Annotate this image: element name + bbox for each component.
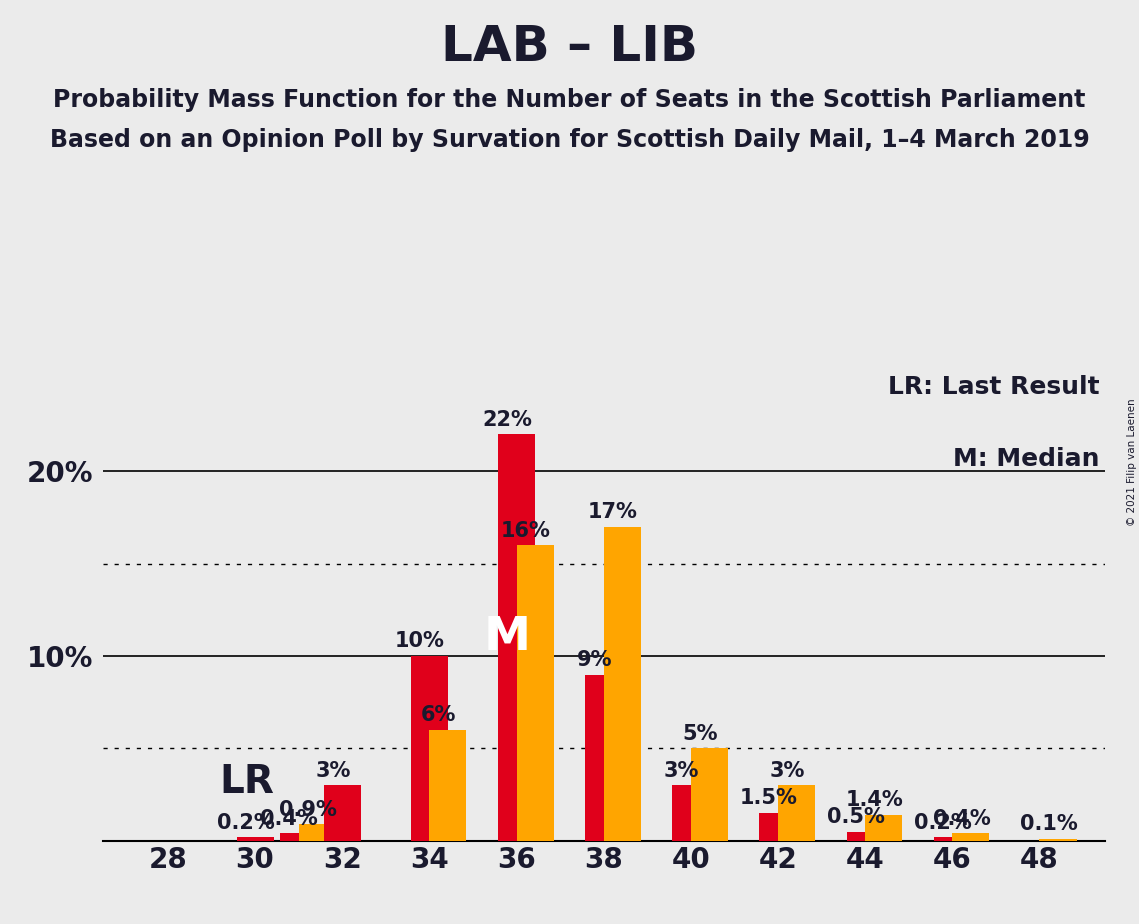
Text: LR: LR	[219, 762, 273, 801]
Bar	[411, 656, 448, 841]
Text: 3%: 3%	[664, 760, 699, 781]
Bar	[672, 785, 710, 841]
Text: 0.5%: 0.5%	[827, 807, 885, 827]
Text: 0.2%: 0.2%	[915, 812, 972, 833]
Bar	[516, 545, 554, 841]
Bar	[952, 833, 990, 841]
Text: 17%: 17%	[588, 502, 638, 522]
Bar	[760, 813, 796, 841]
Text: 0.9%: 0.9%	[279, 799, 337, 820]
Bar	[778, 785, 816, 841]
Text: Based on an Opinion Poll by Survation for Scottish Daily Mail, 1–4 March 2019: Based on an Opinion Poll by Survation fo…	[50, 128, 1089, 152]
Text: 5%: 5%	[682, 723, 718, 744]
Text: 0.2%: 0.2%	[216, 812, 274, 833]
Bar	[604, 527, 641, 841]
Text: LAB – LIB: LAB – LIB	[441, 23, 698, 71]
Bar	[866, 815, 902, 841]
Bar	[280, 833, 317, 841]
Text: 1.4%: 1.4%	[845, 790, 903, 810]
Text: 10%: 10%	[395, 631, 445, 651]
Bar	[585, 675, 622, 841]
Text: LR: Last Result: LR: Last Result	[888, 375, 1100, 399]
Bar	[1040, 839, 1076, 841]
Text: 0.1%: 0.1%	[1019, 814, 1077, 834]
Bar	[934, 837, 970, 841]
Text: 0.4%: 0.4%	[261, 808, 318, 829]
Bar	[429, 730, 466, 841]
Text: M: M	[484, 615, 531, 660]
Text: 9%: 9%	[576, 650, 612, 670]
Bar	[498, 434, 535, 841]
Text: 3%: 3%	[316, 760, 351, 781]
Text: © 2021 Filip van Laenen: © 2021 Filip van Laenen	[1126, 398, 1137, 526]
Text: 6%: 6%	[421, 705, 457, 725]
Text: 1.5%: 1.5%	[740, 788, 797, 808]
Bar	[691, 748, 728, 841]
Text: 0.4%: 0.4%	[933, 808, 991, 829]
Text: 3%: 3%	[770, 760, 805, 781]
Bar	[237, 837, 273, 841]
Text: 22%: 22%	[482, 409, 532, 430]
Bar	[298, 824, 336, 841]
Text: M: Median: M: Median	[953, 447, 1100, 471]
Text: 16%: 16%	[501, 520, 551, 541]
Bar	[323, 785, 361, 841]
Bar	[846, 832, 884, 841]
Text: Probability Mass Function for the Number of Seats in the Scottish Parliament: Probability Mass Function for the Number…	[54, 88, 1085, 112]
